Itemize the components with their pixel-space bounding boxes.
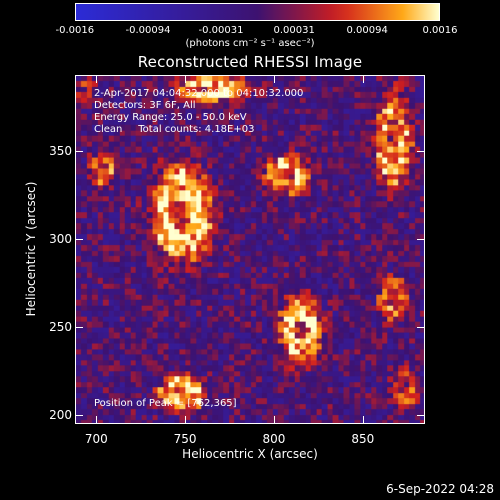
image-annotation: 2-Apr-2017 04:04:32.000 to 04:10:32.000 …	[94, 88, 303, 136]
x-tick-label: 700	[84, 432, 108, 446]
colorbar	[75, 3, 440, 21]
x-tick-mark	[185, 416, 187, 424]
y-tick-label: 300	[49, 231, 72, 246]
plot-area	[75, 75, 425, 424]
x-axis-label: Heliocentric X (arcsec)	[182, 447, 318, 461]
clean-counts-text: Clean Total counts: 4.18E+03	[94, 124, 255, 135]
colorbar-tick-label: -0.00031	[198, 25, 244, 36]
time-range-text: 2-Apr-2017 04:04:32.000 to 04:10:32.000	[94, 88, 304, 99]
heatmap-image	[76, 76, 424, 423]
colorbar-tick-label: -0.0016	[55, 25, 95, 36]
x-tick-mark	[362, 75, 364, 83]
colorbar-tick-label: -0.00094	[125, 25, 171, 36]
x-tick-mark	[96, 416, 98, 424]
chart-title: Reconstructed RHESSI Image	[137, 53, 363, 71]
y-tick-mark	[417, 150, 425, 152]
x-tick-label: 750	[173, 432, 197, 446]
y-tick-mark	[75, 238, 83, 240]
x-tick-label: 800	[262, 432, 286, 446]
energy-range-text: Energy Range: 25.0 - 50.0 keV	[94, 112, 247, 123]
y-tick-mark	[417, 415, 425, 417]
timestamp: 6-Sep-2022 04:28	[386, 482, 494, 496]
x-tick-mark	[362, 416, 364, 424]
x-tick-mark	[273, 416, 275, 424]
detectors-text: Detectors: 3F 6F, All	[94, 100, 196, 111]
colorbar-tick-label: 0.0016	[422, 25, 458, 36]
y-tick-label: 250	[49, 320, 72, 335]
colorbar-tick-label: 0.00031	[273, 25, 315, 36]
y-tick-label: 200	[49, 408, 72, 423]
colorbar-tick-label: 0.00094	[346, 25, 388, 36]
y-tick-mark	[417, 238, 425, 240]
x-tick-mark	[185, 75, 187, 83]
y-tick-mark	[417, 327, 425, 329]
x-tick-mark	[273, 75, 275, 83]
x-tick-label: 850	[351, 432, 375, 446]
colorbar-units: (photons cm⁻² s⁻¹ asec⁻²)	[185, 38, 315, 49]
peak-position-text: Position of Peak = [762,365]	[94, 398, 237, 409]
y-axis-label: Heliocentric Y (arcsec)	[24, 181, 38, 317]
y-tick-mark	[75, 327, 83, 329]
y-tick-mark	[75, 415, 83, 417]
y-tick-label: 350	[49, 143, 72, 158]
x-tick-mark	[96, 75, 98, 83]
y-tick-mark	[75, 150, 83, 152]
